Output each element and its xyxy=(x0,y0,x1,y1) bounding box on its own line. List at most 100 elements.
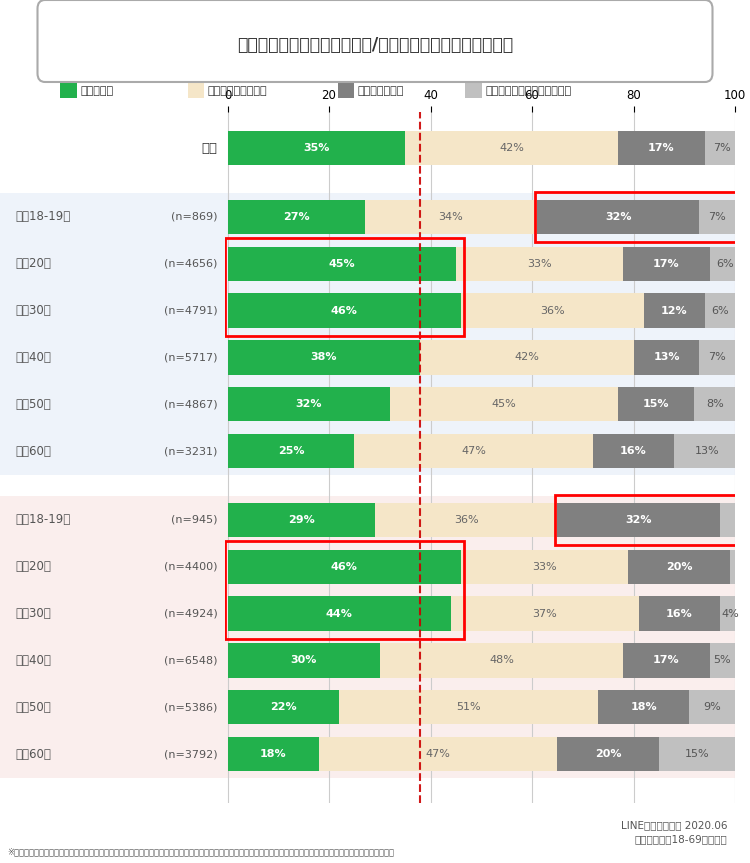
Bar xyxy=(644,293,704,328)
Text: (n=5717): (n=5717) xyxy=(164,352,218,362)
Bar xyxy=(634,340,700,375)
Bar xyxy=(355,434,593,469)
Text: 17%: 17% xyxy=(653,259,680,268)
Text: 4%: 4% xyxy=(721,608,739,619)
Text: 女性20代: 女性20代 xyxy=(15,560,51,573)
Bar xyxy=(227,550,461,584)
Text: 35%: 35% xyxy=(303,143,329,153)
Text: 男性20代: 男性20代 xyxy=(15,257,51,270)
Bar xyxy=(227,340,420,375)
Bar xyxy=(638,596,720,631)
Bar xyxy=(451,596,638,631)
Text: 38%: 38% xyxy=(310,352,338,362)
Bar xyxy=(227,199,364,234)
Bar xyxy=(461,550,628,584)
Text: (n=4867): (n=4867) xyxy=(164,400,218,409)
Text: 6%: 6% xyxy=(711,306,728,316)
Text: 51%: 51% xyxy=(456,702,481,712)
Bar xyxy=(700,199,735,234)
Text: 全体: 全体 xyxy=(202,142,217,154)
Bar xyxy=(704,131,740,166)
Text: 女性18-19歳: 女性18-19歳 xyxy=(15,513,70,526)
Text: 集計ベース＝18-69歳の男女: 集計ベース＝18-69歳の男女 xyxy=(634,834,728,844)
Text: 32%: 32% xyxy=(626,515,652,525)
Text: ※「とてもよいと思う」「ややよいと思う」は「よいと思う」に「あまりよいと思わない」「まったくよいと思わない」は「よいと思わない」に回答の割合をまとめて表記: ※「とてもよいと思う」「ややよいと思う」は「よいと思う」に「あまりよいと思わない… xyxy=(8,847,394,856)
Text: 16%: 16% xyxy=(666,608,692,619)
Bar xyxy=(628,550,730,584)
Text: 17%: 17% xyxy=(653,656,680,665)
Text: (n=3792): (n=3792) xyxy=(164,749,218,759)
Bar xyxy=(461,293,644,328)
Text: (n=4656): (n=4656) xyxy=(164,259,218,268)
Bar xyxy=(535,192,737,243)
Text: 男性60代: 男性60代 xyxy=(15,444,51,457)
Text: 20%: 20% xyxy=(595,749,622,759)
Text: 44%: 44% xyxy=(326,608,352,619)
Bar xyxy=(375,502,557,537)
Text: 47%: 47% xyxy=(461,446,486,457)
Text: 5%: 5% xyxy=(713,656,731,665)
Text: (n=5386): (n=5386) xyxy=(164,702,218,712)
Bar xyxy=(227,293,461,328)
Text: 13%: 13% xyxy=(694,446,719,457)
Text: 45%: 45% xyxy=(492,400,517,409)
Text: 42%: 42% xyxy=(514,352,539,362)
Text: どちらともいえない: どちらともいえない xyxy=(208,85,267,96)
Text: 13%: 13% xyxy=(653,352,680,362)
Bar xyxy=(319,737,557,772)
Text: 男性18-19歳: 男性18-19歳 xyxy=(15,211,70,224)
Text: 【年代別】マッチングアプリ/サービスでの出会いについて: 【年代別】マッチングアプリ/サービスでの出会いについて xyxy=(237,36,513,54)
Text: 25%: 25% xyxy=(278,446,304,457)
Text: 46%: 46% xyxy=(331,306,358,316)
Bar xyxy=(390,387,618,421)
Bar xyxy=(227,643,380,677)
Bar xyxy=(227,131,405,166)
Bar xyxy=(225,193,735,475)
Text: 46%: 46% xyxy=(331,562,358,571)
Text: 37%: 37% xyxy=(532,608,557,619)
Text: 32%: 32% xyxy=(605,211,631,222)
Bar xyxy=(659,737,735,772)
Text: 6%: 6% xyxy=(716,259,734,268)
Text: 7%: 7% xyxy=(708,352,726,362)
Text: 33%: 33% xyxy=(532,562,557,571)
Text: (n=869): (n=869) xyxy=(171,211,217,222)
Text: 15%: 15% xyxy=(685,749,709,759)
Text: 男性40代: 男性40代 xyxy=(15,351,51,364)
Bar xyxy=(720,596,740,631)
Bar xyxy=(598,690,689,725)
Bar xyxy=(537,199,700,234)
Text: 7%: 7% xyxy=(713,143,731,153)
Text: 8%: 8% xyxy=(706,400,724,409)
Text: (n=6548): (n=6548) xyxy=(164,656,218,665)
Text: (n=4924): (n=4924) xyxy=(164,608,218,619)
Text: よいと思わない: よいと思わない xyxy=(358,85,404,96)
Text: 27%: 27% xyxy=(283,211,309,222)
Bar xyxy=(339,690,598,725)
Text: 17%: 17% xyxy=(648,143,675,153)
Text: 36%: 36% xyxy=(540,306,565,316)
Bar xyxy=(225,541,464,639)
Text: 45%: 45% xyxy=(328,259,355,268)
Text: (n=4400): (n=4400) xyxy=(164,562,218,571)
Bar xyxy=(694,387,735,421)
Bar xyxy=(618,131,704,166)
Text: 16%: 16% xyxy=(620,446,647,457)
Text: 36%: 36% xyxy=(454,515,478,525)
Text: 48%: 48% xyxy=(489,656,514,665)
Bar xyxy=(227,596,451,631)
Bar xyxy=(710,643,735,677)
Bar xyxy=(405,131,618,166)
Text: よいと思う: よいと思う xyxy=(80,85,113,96)
Bar xyxy=(227,434,355,469)
Bar xyxy=(730,550,740,584)
Text: 22%: 22% xyxy=(270,702,297,712)
Text: 18%: 18% xyxy=(260,749,286,759)
Bar xyxy=(557,737,659,772)
Text: 20%: 20% xyxy=(666,562,692,571)
Text: (n=4791): (n=4791) xyxy=(164,306,218,316)
Text: 男性30代: 男性30代 xyxy=(15,304,51,317)
Text: (n=945): (n=945) xyxy=(171,515,217,525)
Text: 29%: 29% xyxy=(288,515,314,525)
Text: 男性50代: 男性50代 xyxy=(15,398,51,411)
